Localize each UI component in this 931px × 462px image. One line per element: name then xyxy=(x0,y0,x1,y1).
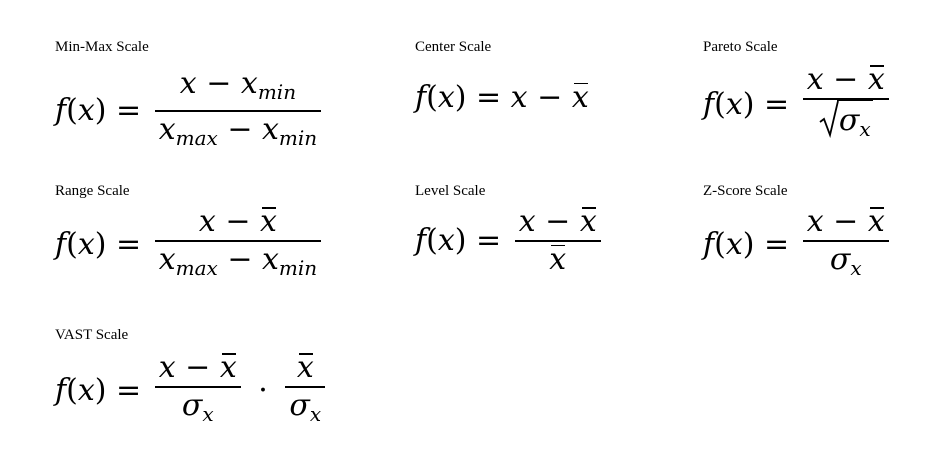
fraction-bar xyxy=(154,386,241,388)
fraction-numerator: x − x xyxy=(158,350,237,385)
formula-center: Center Scale xyxy=(415,38,491,56)
equation-lhs: f(x) = xyxy=(703,227,790,263)
equation-z-score: f(x) = x − x σx xyxy=(703,204,893,286)
formula-title-vast: VAST Scale xyxy=(55,327,129,343)
formula-title-range: Range Scale xyxy=(55,183,130,199)
fraction-bar xyxy=(154,110,322,112)
fraction-denominator: σx xyxy=(289,387,322,426)
fraction-numerator: x − x xyxy=(518,204,597,239)
fraction-denominator: xmax − xmin xyxy=(158,241,318,280)
fraction: x − x xmax − xmin xyxy=(154,204,322,286)
equation-pareto: f(x) = x − x σx xyxy=(703,62,893,147)
fraction: x − x σx xyxy=(154,350,241,432)
formula-title-center: Center Scale xyxy=(415,39,492,55)
fraction-denominator: σx xyxy=(181,387,214,426)
fraction-numerator: x − x xyxy=(806,62,885,97)
fraction-denominator: x xyxy=(549,241,567,277)
formula-title-min-max: Min-Max Scale xyxy=(55,39,149,55)
equation-lhs: f(x) = x − x xyxy=(415,79,589,115)
fraction: x − xmin xmax − xmin xyxy=(154,66,322,156)
formula-title-level: Level Scale xyxy=(415,183,486,199)
fraction-numerator: x xyxy=(296,350,314,385)
fraction-denominator: σx xyxy=(803,99,889,147)
fraction-numerator: x − x xyxy=(198,204,277,239)
formula-z-score: Z-Score Scale xyxy=(703,182,788,200)
fraction-second: x σx xyxy=(285,350,326,432)
equation-range: f(x) = x − x xmax − xmin xyxy=(55,204,325,286)
formula-range: Range Scale xyxy=(55,182,130,200)
equation-min-max: f(x) = x − xmin xmax − xmin xyxy=(55,66,325,156)
formula-title-z-score: Z-Score Scale xyxy=(703,183,788,199)
fraction-numerator: x − x xyxy=(806,204,885,239)
equation-lhs: f(x) = xyxy=(55,227,142,263)
equation-lhs: f(x) = xyxy=(55,373,142,409)
fraction-bar xyxy=(154,240,322,242)
fraction-bar xyxy=(802,240,889,242)
fraction: x − x σx xyxy=(802,204,889,286)
equation-center: f(x) = x − x xyxy=(415,78,589,115)
fraction-denominator: xmax − xmin xyxy=(158,111,318,150)
formula-level: Level Scale xyxy=(415,182,485,200)
fraction-denominator: σx xyxy=(829,241,862,280)
multiplication-dot: · xyxy=(258,373,268,409)
fraction-bar xyxy=(802,98,889,100)
fraction: x − x σx xyxy=(802,62,889,147)
fraction-bar xyxy=(285,386,326,388)
equation-lhs: f(x) = xyxy=(55,93,142,129)
fraction: x − x x xyxy=(514,204,601,278)
fraction-numerator: x − xmin xyxy=(179,66,297,104)
formula-pareto: Pareto Scale xyxy=(703,38,778,56)
equation-lhs: f(x) = xyxy=(703,86,790,122)
formula-vast: VAST Scale xyxy=(55,326,128,344)
square-root: σx xyxy=(819,99,873,147)
equation-lhs: f(x) = xyxy=(415,223,502,259)
equation-level: f(x) = x − x x xyxy=(415,204,605,278)
formula-title-pareto: Pareto Scale xyxy=(703,39,778,55)
fraction-bar xyxy=(514,240,601,242)
radical-sign-icon xyxy=(819,100,839,138)
equation-vast: f(x) = x − x σx · x σx xyxy=(55,350,329,432)
formula-min-max: Min-Max Scale xyxy=(55,38,149,56)
